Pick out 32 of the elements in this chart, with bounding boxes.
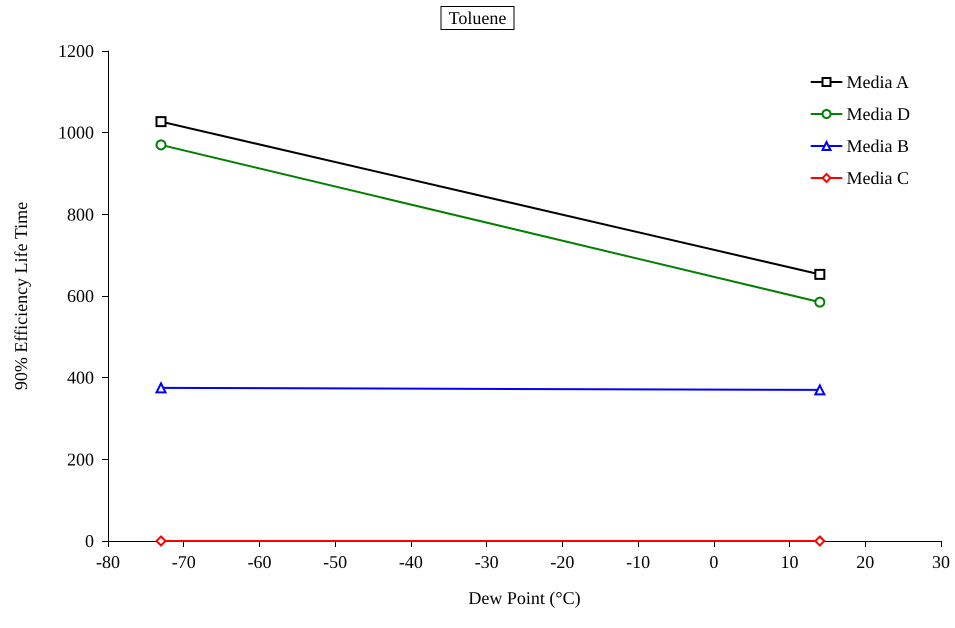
- chart-title: Toluene: [448, 8, 506, 28]
- x-tick-label: 30: [932, 552, 950, 572]
- x-tick-label: -10: [626, 552, 650, 572]
- x-axis-title: Dew Point (°C): [468, 588, 581, 608]
- x-tick-label: 20: [856, 552, 874, 572]
- y-tick-label: 800: [67, 204, 94, 224]
- x-tick-label: 0: [709, 552, 718, 572]
- point: [814, 296, 826, 308]
- x-tick-label: -30: [474, 552, 499, 572]
- x-tick-label: -80: [96, 552, 120, 572]
- point: [156, 536, 167, 546]
- x-tick-label: -40: [398, 552, 423, 572]
- y-tick-label: 600: [67, 286, 94, 306]
- y-axis-title: 90% Efficiency Life Time: [11, 202, 31, 390]
- point: [156, 116, 167, 128]
- y-tick-label: 0: [85, 531, 94, 551]
- y-tick-label: 1200: [58, 41, 94, 61]
- x-tick-label: -20: [550, 552, 574, 572]
- y-tick-label: 400: [67, 368, 94, 388]
- x-tick-label: -60: [247, 552, 272, 572]
- x-tick-label: -70: [172, 552, 196, 572]
- point: [156, 139, 167, 150]
- point: [814, 536, 826, 546]
- y-tick-label: 200: [67, 449, 94, 470]
- x-tick-label: 10: [780, 552, 799, 572]
- y-tick-label: 1000: [58, 122, 94, 143]
- x-tick-label: -50: [323, 552, 348, 572]
- legend-label: Media B: [846, 136, 910, 156]
- legend-label: Media D: [846, 104, 910, 124]
- point: [814, 268, 826, 280]
- legend-label: Media A: [846, 72, 910, 92]
- legend-label: Media C: [846, 168, 910, 188]
